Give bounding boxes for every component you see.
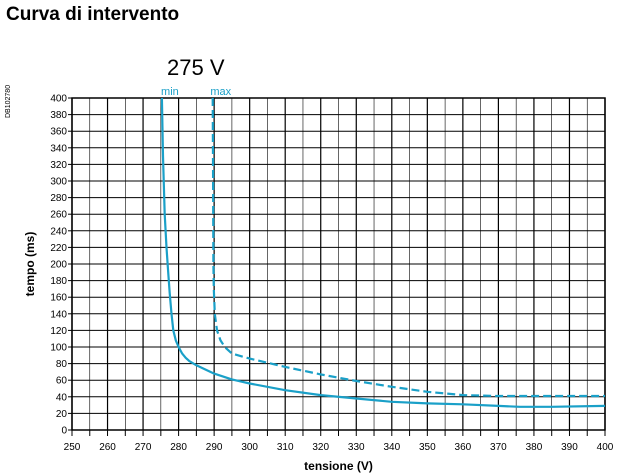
y-axis-label: tempo (ms)	[23, 232, 37, 297]
y-tick-label: 20	[56, 409, 68, 420]
curve-labels: min max	[161, 86, 232, 98]
y-tick-label: 300	[50, 177, 67, 188]
x-tick-label: 270	[135, 442, 152, 453]
y-tick-label: 320	[50, 160, 67, 171]
x-tick-label: 370	[490, 442, 507, 453]
y-tick-label: 80	[56, 359, 68, 370]
y-tick-label: 60	[56, 376, 68, 387]
x-tick-label: 340	[383, 442, 400, 453]
y-tick-label: 260	[50, 210, 67, 221]
x-tick-label: 360	[455, 442, 472, 453]
y-tick-label: 120	[50, 326, 67, 337]
threshold-voltage-label: 275 V	[167, 55, 225, 80]
x-tick-label: 260	[99, 442, 116, 453]
grid	[68, 97, 606, 436]
y-tick-label: 100	[50, 343, 67, 354]
y-tick-label: 200	[50, 260, 67, 271]
page-title: Curva di intervento	[6, 4, 180, 25]
series-label-min: min	[161, 86, 179, 98]
y-tick-label: 400	[50, 94, 67, 105]
y-tick-label: 340	[50, 143, 67, 154]
y-tick-label: 380	[50, 110, 67, 121]
x-tick-label: 250	[64, 442, 81, 453]
y-tick-label: 40	[56, 392, 68, 403]
x-tick-label: 380	[526, 442, 543, 453]
series-line-min	[160, 97, 606, 408]
series-label-max: max	[210, 86, 231, 98]
y-tick-label: 0	[61, 426, 67, 437]
x-tick-label: 390	[561, 442, 578, 453]
y-tick-label: 240	[50, 226, 67, 237]
y-tick-labels: 0 20 40 60 80 100 120 140 160 180 200 220 240 260 280 3…	[50, 94, 67, 437]
x-tick-label: 290	[206, 442, 223, 453]
x-tick-label: 320	[312, 442, 329, 453]
x-tick-label: 280	[170, 442, 187, 453]
x-tick-label: 330	[348, 442, 365, 453]
y-tick-label: 180	[50, 276, 67, 287]
y-tick-label: 280	[50, 193, 67, 204]
x-tick-label: 310	[277, 442, 294, 453]
y-tick-label: 220	[50, 243, 67, 254]
curves	[160, 97, 606, 408]
series-line-max	[211, 97, 605, 398]
x-tick-label: 400	[597, 442, 614, 453]
x-tick-label: 350	[419, 442, 436, 453]
y-tick-label: 160	[50, 293, 67, 304]
x-tick-labels: 250 260 270 280 290 300 310 320 330 340 350 360 370 3…	[64, 442, 614, 453]
y-tick-label: 140	[50, 309, 67, 320]
y-tick-label: 360	[50, 127, 67, 138]
x-tick-label: 300	[241, 442, 258, 453]
x-axis-label: tensione (V)	[304, 459, 373, 473]
